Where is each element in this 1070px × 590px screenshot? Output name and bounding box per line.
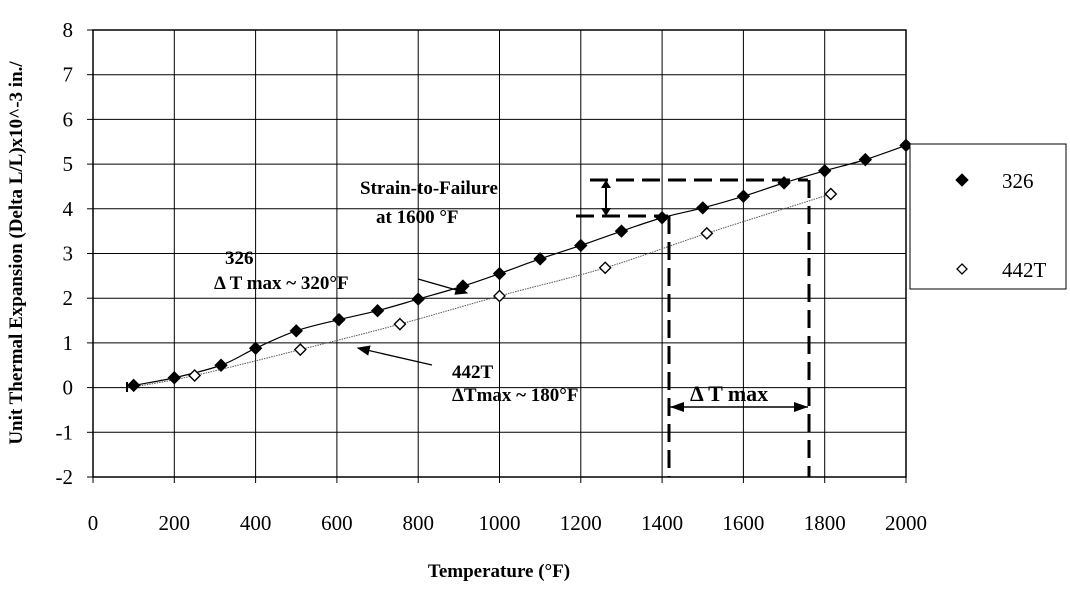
point-326 xyxy=(614,224,629,238)
y-axis-ticks: 8 7 6 5 4 3 2 1 0 -1 -2 xyxy=(56,18,93,489)
arrow-442t xyxy=(356,345,433,366)
strain-annotation-line2: at 1600 °F xyxy=(376,207,459,228)
point-326 xyxy=(858,152,873,167)
delta-t-max-arrow xyxy=(670,402,808,412)
y-tick-label: -1 xyxy=(56,420,74,444)
annotation-326-label: 326 xyxy=(225,248,254,269)
grid-lines xyxy=(93,30,906,477)
point-326 xyxy=(332,312,346,327)
legend-442t-marker xyxy=(956,263,968,275)
y-tick-label: -2 xyxy=(56,465,74,489)
strain-to-failure-bracket xyxy=(576,178,811,477)
annotation-442t-label: 442T xyxy=(452,362,494,383)
annotation-delta-t-max: Δ T max xyxy=(690,381,768,406)
point-442t xyxy=(598,261,612,275)
point-326 xyxy=(214,358,228,372)
point-326 xyxy=(411,292,425,306)
y-tick-label: 6 xyxy=(63,107,74,131)
point-326 xyxy=(126,378,141,393)
y-tick-label: 0 xyxy=(63,376,74,400)
y-tick-label: 5 xyxy=(63,152,74,176)
point-326 xyxy=(899,138,913,153)
x-tick-label: 400 xyxy=(240,511,272,535)
strain-annotation-line1: Strain-to-Failure xyxy=(360,178,498,199)
point-442t xyxy=(188,369,202,383)
y-tick-label: 3 xyxy=(63,242,74,266)
x-tick-label: 1200 xyxy=(560,511,602,535)
point-442t xyxy=(493,289,506,303)
data-points xyxy=(126,138,913,393)
legend-326-marker xyxy=(955,173,969,187)
point-442t xyxy=(293,343,307,357)
point-326 xyxy=(248,341,263,355)
annotation-326-dtmax: Δ T max ~ 320°F xyxy=(214,273,349,294)
point-442t xyxy=(700,226,714,240)
x-tick-label: 800 xyxy=(402,511,434,535)
arrow-326 xyxy=(417,278,469,295)
x-tick-label: 1400 xyxy=(641,511,683,535)
x-tick-label: 600 xyxy=(321,511,353,535)
point-326 xyxy=(655,211,669,225)
point-326 xyxy=(574,238,588,253)
point-326 xyxy=(696,201,710,215)
point-442t xyxy=(824,187,838,201)
y-tick-label: 7 xyxy=(63,63,74,87)
x-tick-label: 1000 xyxy=(479,511,521,535)
point-326 xyxy=(289,324,303,338)
y-tick-label: 1 xyxy=(63,331,74,355)
x-axis-ticks: 0 200 400 600 800 1000 1200 1400 1600 1800 2000 xyxy=(88,477,927,535)
x-axis-title: Temperature (°F) xyxy=(428,561,570,582)
annotation-442t-dtmax: ΔTmax ~ 180°F xyxy=(452,385,579,406)
point-326 xyxy=(370,304,385,318)
x-tick-label: 0 xyxy=(88,511,99,535)
point-326 xyxy=(167,371,182,385)
legend: 326 442T xyxy=(909,143,1067,290)
point-326 xyxy=(817,164,832,178)
legend-442t-label: 442T xyxy=(1002,258,1047,282)
x-tick-label: 200 xyxy=(159,511,191,535)
y-tick-label: 8 xyxy=(63,18,74,42)
y-axis-title: Unit Thermal Expansion (Delta L/L)x10^-3… xyxy=(6,61,27,445)
y-tick-label: 4 xyxy=(63,197,74,221)
point-442t xyxy=(393,317,407,331)
x-tick-label: 1600 xyxy=(722,511,764,535)
x-tick-label: 2000 xyxy=(885,511,927,535)
point-326 xyxy=(736,189,751,203)
point-326 xyxy=(533,252,547,266)
x-tick-label: 1800 xyxy=(804,511,846,535)
legend-box xyxy=(909,143,1067,290)
legend-326-label: 326 xyxy=(1002,169,1034,193)
y-tick-label: 2 xyxy=(63,286,74,310)
point-326 xyxy=(492,266,507,281)
